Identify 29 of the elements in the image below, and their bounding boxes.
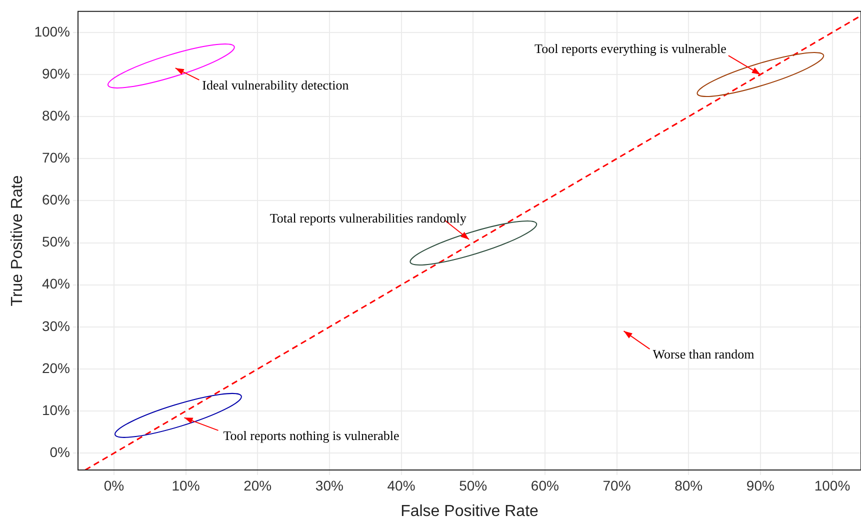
y-axis-title: True Positive Rate bbox=[9, 175, 26, 306]
x-tick-label: 30% bbox=[315, 477, 344, 494]
annotation: Ideal vulnerability detection bbox=[202, 77, 350, 92]
y-tick-label: 60% bbox=[42, 192, 70, 208]
x-tick-label: 50% bbox=[459, 477, 488, 494]
annotation: Tool reports nothing is vulnerable bbox=[223, 428, 400, 443]
y-tick-label: 70% bbox=[42, 150, 70, 166]
annotation: Total reports vulnerabilities randomly bbox=[270, 210, 467, 226]
y-tick-label: 50% bbox=[42, 234, 70, 250]
x-tick-label: 20% bbox=[244, 477, 272, 494]
x-tick-label: 60% bbox=[530, 477, 559, 494]
y-tick-label: 10% bbox=[42, 402, 70, 418]
y-tick-label: 30% bbox=[42, 318, 70, 334]
x-tick-label: 70% bbox=[602, 477, 631, 494]
x-tick-label: 80% bbox=[674, 477, 703, 494]
annotation: Worse than random bbox=[652, 346, 754, 362]
y-tick-label: 40% bbox=[42, 276, 70, 292]
y-tick-label: 80% bbox=[42, 107, 70, 124]
x-tick-label: 0% bbox=[104, 477, 124, 494]
x-axis-title: False Positive Rate bbox=[400, 502, 539, 520]
y-tick-label: 20% bbox=[42, 360, 70, 376]
x-tick-label: 100% bbox=[814, 477, 850, 494]
annotation: Tool reports everything is vulnerable bbox=[534, 40, 727, 56]
x-tick-label: 10% bbox=[172, 477, 200, 494]
x-tick-label: 40% bbox=[387, 477, 416, 494]
y-tick-label: 100% bbox=[34, 23, 70, 40]
y-tick-label: 90% bbox=[42, 65, 70, 82]
y-tick-label: 0% bbox=[50, 444, 70, 460]
x-tick-label: 90% bbox=[746, 477, 774, 494]
